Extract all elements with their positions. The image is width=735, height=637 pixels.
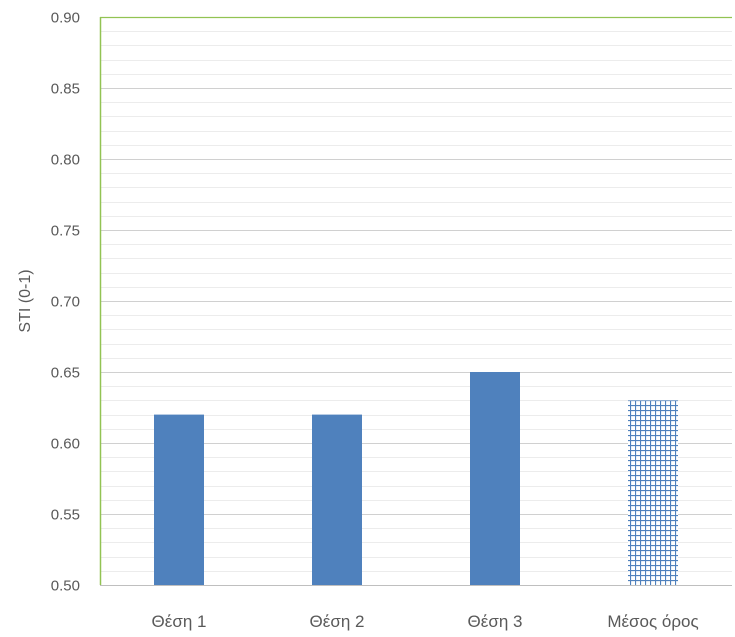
y-tick-label: 0.60 [51,436,80,453]
bars-group [154,372,678,585]
x-category-label: Θέση 2 [310,612,365,631]
axes-group [99,16,732,586]
bar-2 [312,414,362,585]
bar-4 [628,400,678,585]
x-category-label: Θέση 1 [152,612,207,631]
minor-gridlines [100,31,732,572]
y-axis-title: STI (0-1) [17,269,34,332]
y-tick-label: 0.65 [51,365,80,382]
y-tick-label: 0.90 [51,10,80,27]
y-tick-label: 0.70 [51,294,80,311]
y-tick-label: 0.85 [51,81,80,98]
y-tick-label: 0.50 [51,578,80,595]
bar-1 [154,414,204,585]
y-tick-label: 0.55 [51,507,80,524]
major-gridlines [100,88,732,515]
y-tick-label: 0.80 [51,152,80,169]
x-category-labels: Θέση 1 Θέση 2 Θέση 3 Μέσος όρος [152,612,699,631]
bar-3 [470,372,520,585]
y-tick-labels: 0.50 0.55 0.60 0.65 0.70 0.75 0.80 0.85 0.90 [51,10,80,595]
y-tick-label: 0.75 [51,223,80,240]
x-category-label: Μέσος όρος [607,612,698,631]
x-category-label: Θέση 3 [468,612,523,631]
